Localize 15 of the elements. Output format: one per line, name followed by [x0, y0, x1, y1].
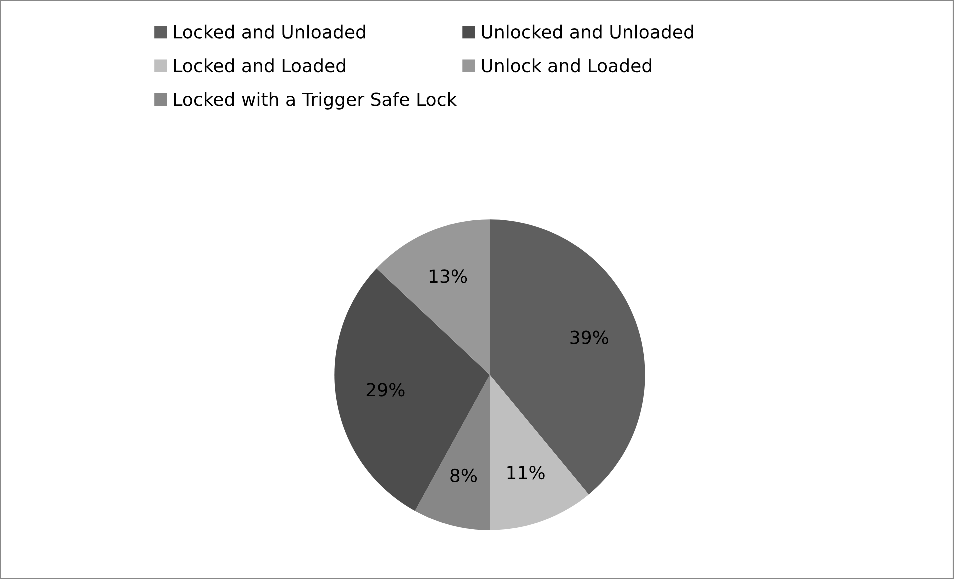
data-label: 13% [430, 270, 468, 284]
data-label: 8% [450, 468, 478, 483]
pie-slice [415, 375, 490, 530]
legend-label: Locked and Loaded [174, 58, 346, 73]
legend-label: Unlock and Loaded [482, 58, 652, 73]
legend-label: Locked and Unloaded [174, 24, 366, 39]
pie-slice [376, 220, 490, 375]
data-label: 29% [366, 383, 405, 397]
legend-label: Unlocked and Unloaded [482, 24, 694, 39]
legend-label: Locked with a Trigger Safe Lock [174, 92, 458, 110]
data-label: 39% [570, 330, 608, 344]
pie-slice [334, 268, 490, 512]
pie-slice [490, 375, 590, 530]
pie-slice [490, 220, 646, 495]
data-label: 11% [508, 466, 545, 480]
